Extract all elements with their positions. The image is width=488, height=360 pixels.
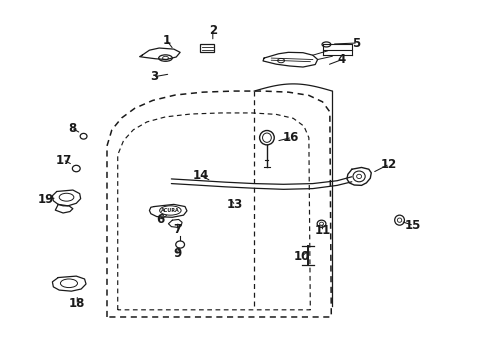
Text: 3: 3 [150,70,158,83]
Text: 11: 11 [314,224,330,237]
Text: 15: 15 [404,219,420,232]
Text: 12: 12 [380,158,396,171]
Text: 14: 14 [192,169,208,182]
Text: 19: 19 [37,193,54,206]
Text: ACURA: ACURA [161,208,180,213]
Text: 13: 13 [226,198,243,211]
Text: 18: 18 [69,297,85,310]
Text: 17: 17 [56,154,72,167]
Text: 7: 7 [173,223,181,236]
Text: 8: 8 [68,122,76,135]
Text: 4: 4 [337,53,346,66]
Text: 2: 2 [208,24,216,37]
Text: 1: 1 [162,33,170,47]
Text: 9: 9 [173,247,181,260]
Text: 5: 5 [352,36,360,50]
Text: 6: 6 [156,213,164,226]
Text: 10: 10 [293,250,309,263]
Text: 16: 16 [282,131,298,144]
